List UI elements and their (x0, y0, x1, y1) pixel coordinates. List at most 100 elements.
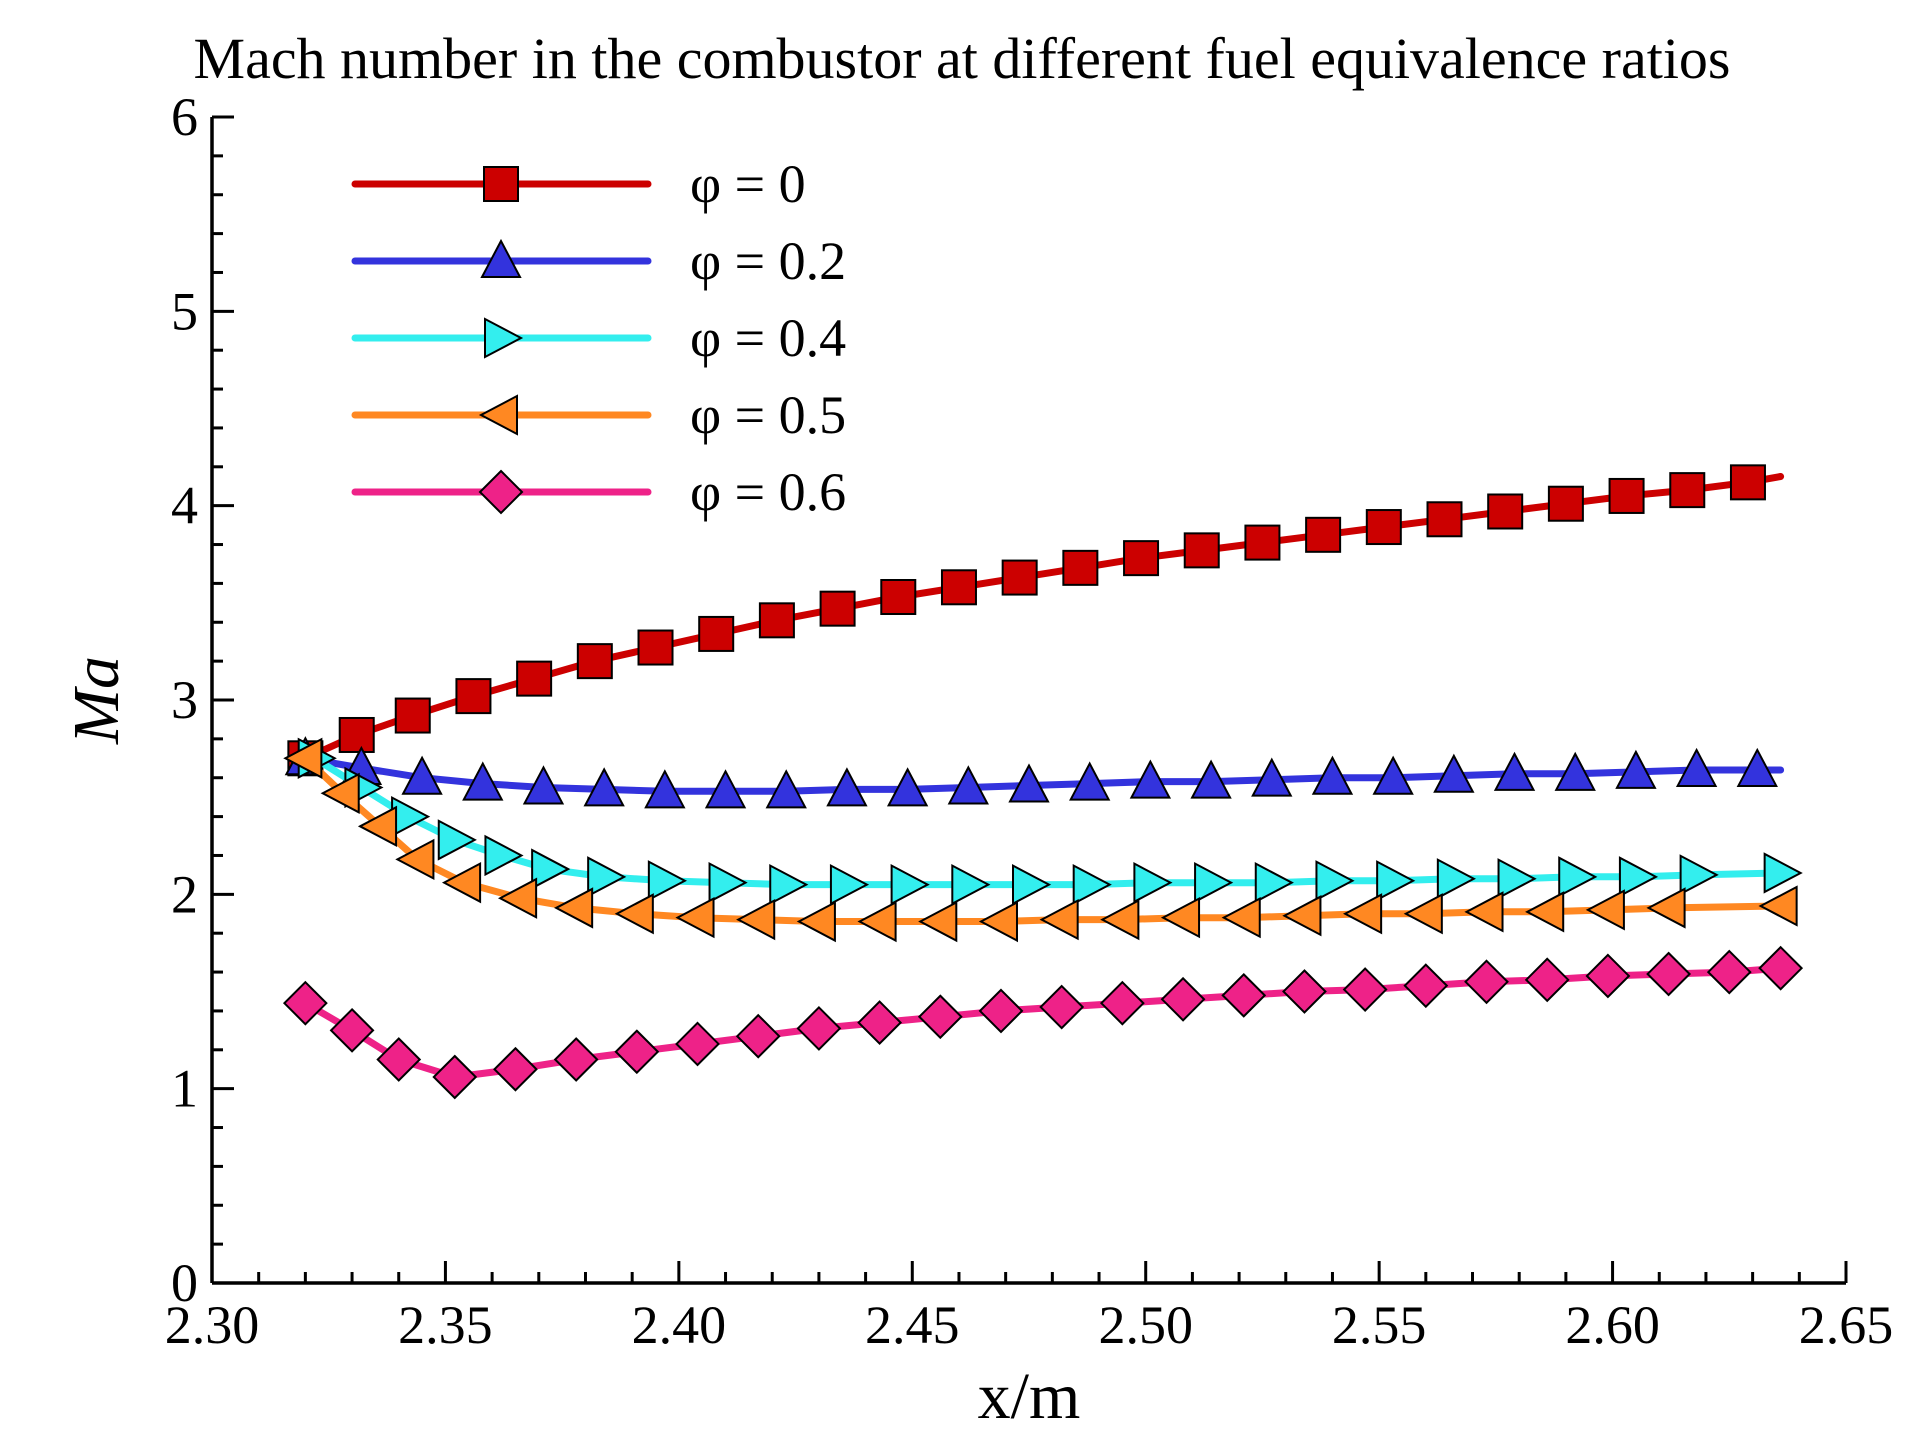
data-point-diamond (1464, 959, 1509, 1005)
data-point-diamond (1039, 984, 1085, 1030)
data-point-diamond (614, 1029, 660, 1075)
data-point-diamond (376, 1037, 422, 1082)
data-point-triangle (441, 862, 482, 904)
data-point-triangle (736, 898, 776, 941)
data-point-triangle (826, 767, 868, 807)
data-point-square (455, 678, 492, 715)
data-point-triangle (437, 819, 477, 861)
data-point-triangle (1221, 896, 1261, 939)
data-point-square (1244, 524, 1281, 561)
data-point-triangle (484, 834, 524, 877)
legend-label: φ = 0.4 (690, 308, 846, 368)
data-point-triangle (1675, 747, 1718, 787)
legend-label: φ = 0.6 (690, 462, 846, 522)
data-point-triangle (951, 863, 991, 906)
y-tick-label: 3 (171, 670, 198, 730)
data-point-triangle (522, 765, 565, 805)
legend: φ = 0 φ = 0.2 φ = 0.4 φ = 0.5 φ = 0.6 (351, 154, 846, 522)
data-point-triangle (587, 856, 627, 898)
data-point-triangle (480, 238, 522, 278)
data-point-diamond (1342, 967, 1388, 1012)
series-3 (283, 737, 1798, 943)
data-point-triangle (1008, 763, 1050, 803)
legend-label: φ = 0.2 (690, 231, 846, 291)
data-point-triangle (478, 394, 518, 436)
data-point-diamond (1160, 976, 1206, 1022)
data-point-triangle (1254, 862, 1294, 904)
legend-label: φ = 0 (690, 154, 806, 214)
x-tick-label: 2.35 (398, 1295, 493, 1355)
data-point-diamond (1758, 945, 1804, 991)
data-point-triangle (675, 896, 715, 939)
data-point-diamond (1282, 969, 1327, 1014)
data-point-diamond (978, 988, 1024, 1034)
data-point-triangle (947, 765, 989, 805)
data-point-triangle (531, 848, 571, 890)
x-tick-label: 2.55 (1332, 1295, 1427, 1355)
data-point-square (1365, 509, 1402, 546)
data-point-triangle (583, 767, 625, 807)
data-point-diamond (1646, 951, 1692, 997)
data-point-triangle (401, 755, 443, 795)
legend-item: φ = 0.5 (351, 385, 846, 445)
data-point-triangle (1525, 891, 1565, 933)
data-point-diamond (1585, 953, 1631, 999)
data-point-triangle (1129, 759, 1172, 799)
chart-title: Mach number in the combustor at differen… (194, 26, 1731, 91)
data-point-diamond (796, 1006, 842, 1051)
data-point-diamond (1524, 957, 1570, 1003)
data-point-triangle (554, 887, 594, 929)
series-group (282, 464, 1804, 1100)
data-point-triangle (614, 893, 654, 935)
data-point-diamond (282, 980, 328, 1026)
data-point-triangle (1758, 885, 1798, 927)
data-point-triangle (1493, 751, 1536, 791)
data-point-square (1123, 540, 1160, 577)
data-point-triangle (1554, 751, 1596, 791)
data-point-triangle (1436, 858, 1476, 900)
series-4 (282, 945, 1804, 1100)
data-point-square (637, 629, 674, 666)
data-point-triangle (708, 862, 748, 904)
data-point-triangle (1315, 860, 1355, 902)
data-point-diamond (1221, 972, 1267, 1018)
data-point-triangle (829, 863, 870, 906)
data-point-triangle (1190, 759, 1232, 799)
data-point-triangle (497, 877, 538, 919)
data-point-diamond (493, 1046, 538, 1092)
data-point-square (758, 602, 795, 639)
data-point-triangle (1251, 757, 1293, 797)
data-point-diamond (1403, 963, 1449, 1009)
data-point-triangle (395, 838, 435, 881)
y-axis-label: Ma (60, 656, 133, 745)
data-point-triangle (1497, 858, 1537, 900)
y-tick-label: 5 (171, 281, 198, 341)
data-point-square (819, 590, 856, 627)
data-point-square (1305, 516, 1342, 553)
data-point-diamond (917, 994, 963, 1040)
x-tick-label: 2.40 (632, 1295, 727, 1355)
series-1 (284, 736, 1785, 809)
data-point-triangle (644, 769, 686, 809)
data-point-triangle (1069, 761, 1111, 801)
data-point-diamond (553, 1037, 599, 1082)
data-point-triangle (283, 737, 323, 779)
data-point-triangle (1618, 856, 1659, 898)
y-tick-label: 2 (171, 864, 198, 924)
data-point-square (338, 716, 375, 753)
data-point-diamond (432, 1054, 478, 1100)
data-point-triangle (769, 863, 809, 906)
data-point-diamond (1706, 949, 1752, 995)
data-point-triangle (1615, 749, 1657, 789)
data-point-triangle (1100, 898, 1140, 941)
series-0 (287, 464, 1785, 777)
data-point-square (1729, 464, 1766, 501)
data-point-diamond (857, 1000, 903, 1046)
data-point-triangle (1376, 860, 1416, 902)
data-point-square (1669, 472, 1706, 509)
data-point-triangle (462, 761, 504, 801)
data-point-triangle (890, 863, 930, 906)
data-point-square (940, 569, 977, 606)
x-tick-label: 2.30 (165, 1295, 260, 1355)
data-point-triangle (857, 900, 897, 943)
